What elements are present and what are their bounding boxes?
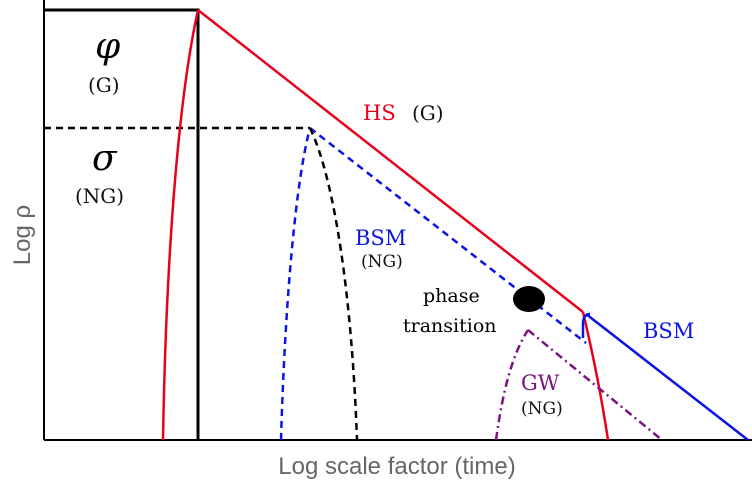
sigma-tag: (NG) (75, 184, 124, 208)
y-axis-title: Log ρ (9, 205, 36, 265)
sigma-symbol: σ (92, 138, 118, 179)
gw-label: GW (521, 371, 560, 395)
phi-tag: (G) (88, 73, 120, 97)
bsm-dashed-tag: (NG) (361, 252, 403, 272)
bsm-dashed-line (309, 127, 587, 344)
phase-label-line1: phase (423, 285, 480, 307)
hs-line (197, 9, 584, 313)
hs-rise-curve (161, 9, 200, 441)
gw-tag: (NG) (521, 399, 563, 419)
bsm-dashed-rise-curve (279, 127, 312, 441)
bsm-solid-line (585, 313, 749, 441)
phase-transition-marker (513, 286, 545, 312)
phase-label-line2: transition (403, 315, 497, 337)
bsm-solid-hook (581, 312, 591, 338)
gw-line (527, 329, 663, 441)
x-axis-title: Log scale factor (time) (278, 453, 515, 480)
bsm-solid-label: BSM (643, 319, 694, 343)
bsm-dashed-label: BSM (355, 226, 406, 250)
hs-tag: (G) (412, 101, 444, 125)
hs-label: HS (363, 101, 396, 125)
sigma-decay-curve (308, 127, 359, 441)
phi-plateau-curve (44, 8, 200, 440)
phi-symbol: φ (95, 26, 121, 67)
hs-drop-curve (581, 311, 610, 441)
